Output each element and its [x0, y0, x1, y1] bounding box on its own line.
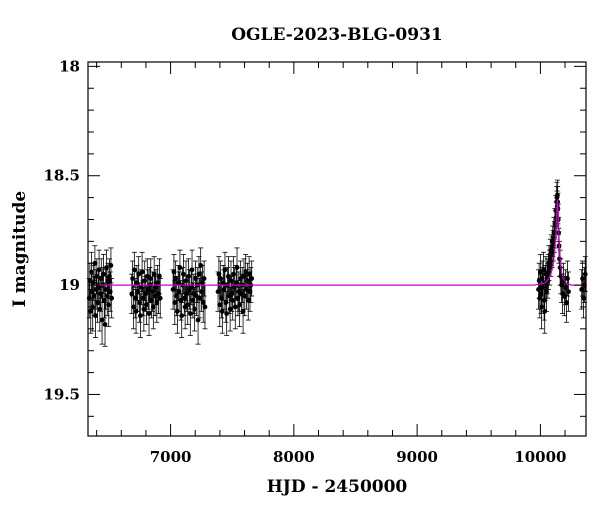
data-point — [249, 260, 255, 297]
y-axis-label: I magnitude — [10, 191, 30, 308]
data-point — [101, 254, 107, 295]
model-curve — [88, 199, 586, 286]
data-layer — [86, 179, 588, 347]
data-point — [98, 275, 104, 312]
data-point — [187, 291, 193, 336]
data-point — [137, 293, 143, 338]
chart-title: OGLE-2023-BLG-0931 — [231, 25, 443, 45]
data-point — [157, 278, 163, 319]
y-tick-label: 18 — [59, 57, 80, 75]
data-point — [154, 282, 160, 323]
data-point — [143, 284, 149, 325]
y-tick-label: 18.5 — [43, 167, 80, 185]
x-axis-label: HJD - 2450000 — [267, 477, 408, 497]
data-point — [565, 271, 571, 312]
data-point — [219, 289, 225, 334]
y-tick-label: 19.5 — [43, 385, 80, 403]
data-point — [130, 284, 136, 330]
x-tick-label: 10000 — [514, 448, 566, 466]
data-point — [237, 282, 243, 328]
x-tick-label: 7000 — [150, 448, 192, 466]
data-point — [177, 249, 183, 286]
plot-frame — [87, 61, 587, 437]
axes-layer: 7000 8000 9000 10000 18 18.5 19 19.5 — [43, 57, 586, 466]
data-point — [102, 302, 108, 347]
data-point — [93, 293, 99, 338]
data-point — [156, 258, 162, 295]
y-tick-label: 19 — [59, 276, 80, 294]
data-point — [245, 280, 251, 321]
data-point — [108, 247, 114, 284]
model-layer — [88, 199, 586, 286]
data-point — [195, 295, 201, 345]
data-point — [201, 260, 207, 297]
x-tick-label: 8000 — [273, 448, 315, 466]
data-point — [99, 295, 105, 345]
data-point — [131, 251, 137, 288]
x-tick-label: 9000 — [396, 448, 438, 466]
